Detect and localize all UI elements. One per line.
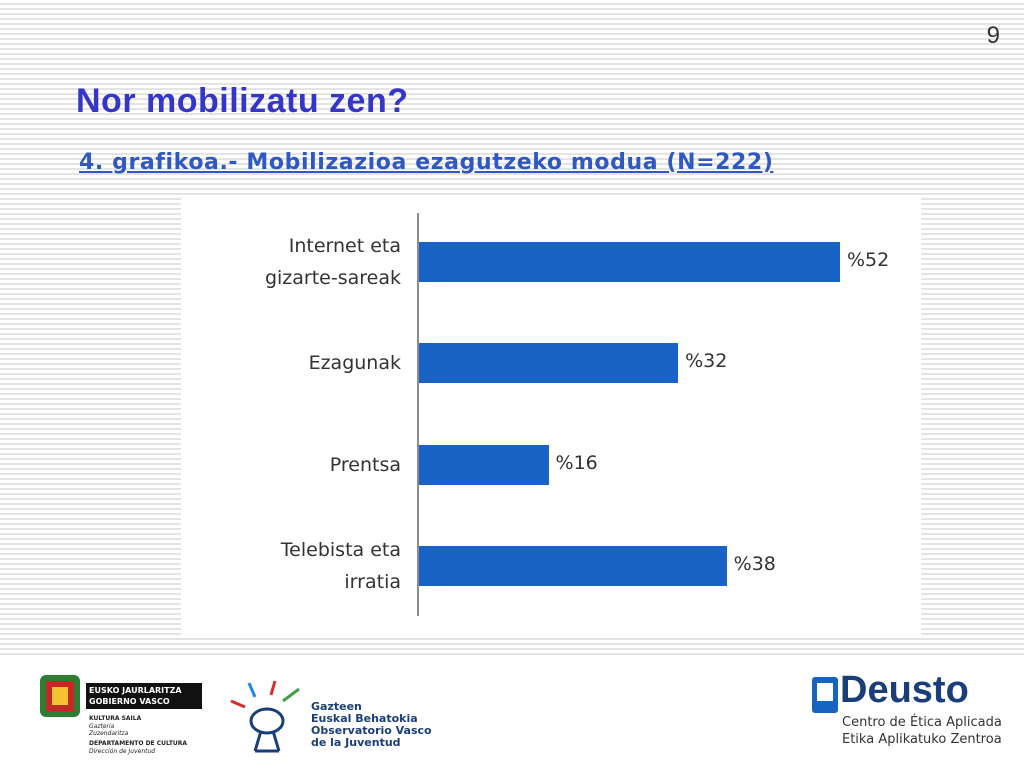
page-number: 9	[986, 22, 1000, 49]
bar	[419, 545, 727, 586]
sub-eu: Gazteria Zuzendaritza	[89, 723, 129, 737]
observatory-name: Gazteen Euskal Behatokia Observatorio Vasc…	[311, 701, 432, 749]
category-axis	[417, 213, 419, 616]
value-label: %38	[733, 552, 776, 575]
value-label: %32	[685, 350, 728, 373]
slide-title: Nor mobilizatu zen?	[76, 82, 409, 120]
category-label: Internet eta gizarte-sareak	[264, 235, 401, 289]
observatory-line: Gazteen	[311, 700, 362, 713]
deusto-emblem	[812, 677, 838, 713]
category-label: Prentsa	[329, 453, 401, 476]
gov-emblem	[40, 675, 80, 717]
footer: EUSKO JAURLARITZA GOBIERNO VASCO KULTURA…	[0, 655, 1024, 768]
bar	[419, 343, 679, 384]
gov-name: EUSKO JAURLARITZA GOBIERNO VASCO	[86, 683, 202, 709]
observatory-icon	[230, 680, 300, 753]
observatory-line: Observatorio Vasco	[311, 724, 432, 737]
category-label: Telebista eta irratia	[280, 538, 401, 593]
bar	[419, 242, 840, 282]
observatory-line: Euskal Behatokia	[311, 712, 418, 725]
value-label: %52	[847, 249, 890, 271]
observatory-line: de la Juventud	[311, 736, 401, 749]
gov-name-eu: EUSKO JAURLARITZA	[89, 686, 182, 695]
dept-es: DEPARTAMENTO DE CULTURA	[89, 740, 188, 747]
deusto-line1: Centro de Ética Aplicada	[842, 715, 1002, 730]
chart-title: 4. grafikoa.- Mobilizazioa ezagutzeko mo…	[79, 150, 774, 175]
deusto-name: Deusto	[840, 669, 969, 711]
gov-name-es: GOBIERNO VASCO	[89, 697, 170, 706]
dept-eu: KULTURA SAILA	[89, 715, 142, 722]
deusto-line2: Etika Aplikatuko Zentroa	[842, 732, 1002, 747]
sub-es: Dirección de Juventud	[89, 748, 156, 755]
chart: Internet eta gizarte-sareak %52 Ezagunak %3…	[181, 198, 921, 636]
bar	[419, 444, 549, 485]
category-label: Ezagunak	[308, 352, 401, 375]
value-label: %16	[555, 451, 598, 474]
